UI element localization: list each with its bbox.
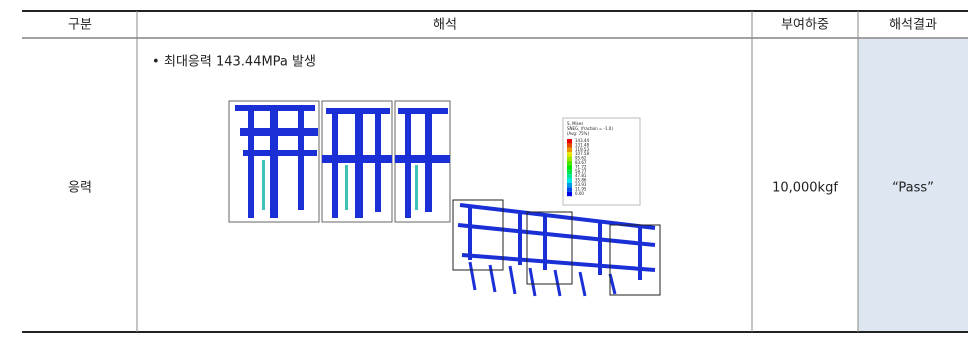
legend-value: 47.81 xyxy=(575,173,587,178)
legend-swatch xyxy=(567,156,572,161)
legend-value: 0.00 xyxy=(575,191,584,196)
legend-title: SNEG, (fraction = -1.0) xyxy=(567,126,613,131)
legend-swatch xyxy=(567,183,572,188)
legend-swatch xyxy=(567,165,572,170)
legend-swatch xyxy=(567,174,572,179)
header-cell: 구분 xyxy=(68,18,92,33)
fea-overview-image xyxy=(452,199,661,297)
load-cell: 10,000kgf xyxy=(772,181,838,196)
legend-title: S, Mises xyxy=(567,121,583,126)
legend-swatch xyxy=(567,161,572,166)
legend-swatch xyxy=(567,143,572,148)
legend-value: 131.48 xyxy=(575,142,589,147)
category-cell: 응력 xyxy=(68,181,92,196)
result-cell-bg xyxy=(858,39,968,331)
legend-swatch xyxy=(567,191,572,197)
legend-value: 119.53 xyxy=(575,147,589,152)
legend-value: 11.95 xyxy=(575,186,587,191)
legend-box xyxy=(562,117,641,206)
header-cell: 부여하중 xyxy=(781,18,829,33)
legend-value: 23.91 xyxy=(575,182,587,187)
column-dividers xyxy=(136,11,859,332)
legend-value: 143.44 xyxy=(575,138,589,143)
legend-title: (Avg: 75%) xyxy=(567,131,589,136)
legend-swatch xyxy=(567,178,572,183)
legend-value: 95.62 xyxy=(575,156,587,161)
header-cell: 해석결과 xyxy=(889,18,937,33)
legend-value: 59.77 xyxy=(575,169,587,174)
legend-swatch xyxy=(567,139,572,144)
legend-value: 107.58 xyxy=(575,151,589,156)
header-cell: 해석 xyxy=(433,18,457,33)
legend-value: 71.72 xyxy=(575,164,587,169)
legend-swatch xyxy=(567,147,572,153)
legend-swatch xyxy=(567,169,572,175)
fea-detail-images xyxy=(228,100,451,223)
legend-value: 35.86 xyxy=(575,178,587,183)
bullet: • xyxy=(152,55,160,70)
legend-swatch xyxy=(567,187,572,192)
legend-swatch xyxy=(567,152,572,157)
result-cell: “Pass” xyxy=(892,181,934,196)
legend-value: 83.67 xyxy=(575,160,587,165)
analysis-text: 최대응력 143.44MPa 발생 xyxy=(164,55,316,70)
